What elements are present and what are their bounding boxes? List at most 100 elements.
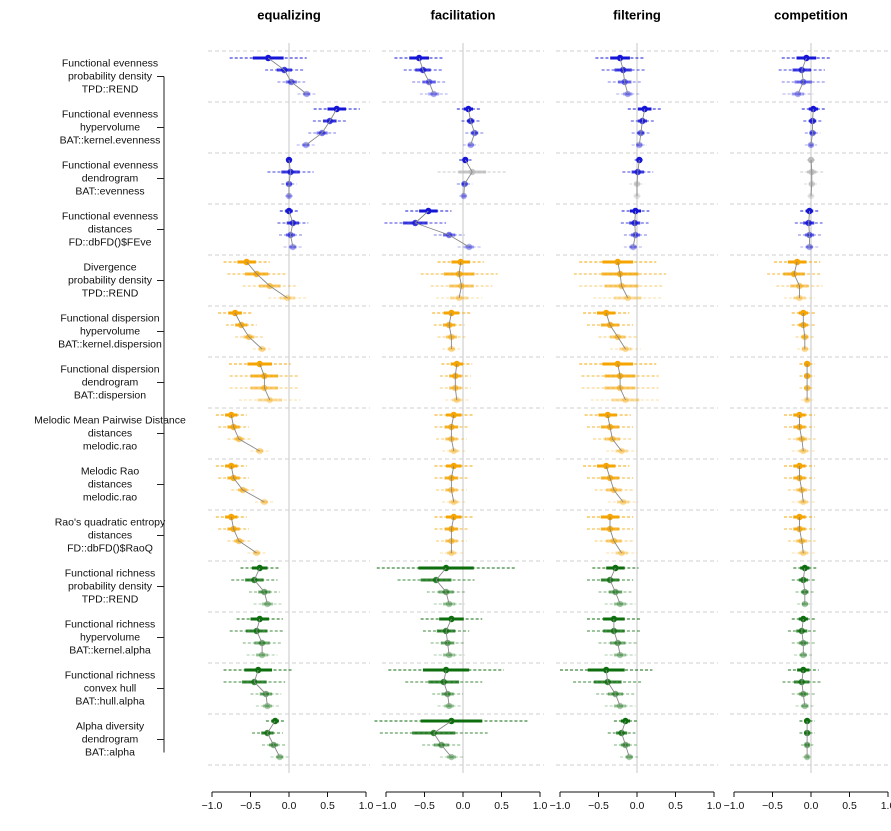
trend-line bbox=[450, 516, 455, 553]
metric-label-line: dendrogram bbox=[82, 376, 139, 388]
panel-title-filtering: filtering bbox=[613, 8, 661, 23]
trend-line bbox=[605, 465, 624, 503]
metric-label-line: Functional richness bbox=[65, 669, 155, 681]
data-point bbox=[271, 717, 279, 725]
x-tick-label: 1.0 bbox=[533, 800, 548, 812]
metric-label-line: Functional richness bbox=[65, 618, 155, 630]
trend-line bbox=[605, 312, 626, 350]
x-tick-label: −1.0 bbox=[550, 800, 571, 812]
data-point bbox=[264, 702, 271, 710]
x-tick-label: −0.5 bbox=[588, 800, 609, 812]
trend-line bbox=[253, 669, 268, 707]
trend-line bbox=[607, 414, 622, 452]
metric-label-line: Melodic Rao bbox=[81, 465, 140, 477]
trend-line bbox=[638, 108, 646, 146]
panel-filtering: −1.0−0.50.00.51.0scaled metric change bbox=[550, 43, 721, 812]
panel-title-facilitation: facilitation bbox=[430, 8, 495, 23]
trend-line bbox=[445, 618, 452, 656]
data-point bbox=[430, 90, 437, 98]
trend-line bbox=[435, 567, 450, 605]
trend-line bbox=[454, 363, 458, 401]
metric-label-line: FD::dbFD()$FEve bbox=[69, 236, 152, 248]
trend-line bbox=[458, 261, 462, 299]
metric-label-line: melodic.rao bbox=[83, 440, 137, 452]
data-point bbox=[810, 105, 817, 113]
trend-line bbox=[799, 517, 804, 554]
trend-line bbox=[259, 363, 271, 401]
trend-line bbox=[632, 210, 636, 248]
metric-label-line: BAT::hull.alpha bbox=[75, 695, 144, 707]
data-point bbox=[264, 600, 271, 608]
trend-line bbox=[793, 261, 800, 298]
metric-label-line: FD::dbFD()$RaoQ bbox=[67, 542, 153, 554]
x-tick-label: −1.0 bbox=[376, 800, 397, 812]
data-point bbox=[228, 411, 235, 419]
data-point bbox=[616, 54, 624, 62]
data-point bbox=[801, 564, 809, 572]
data-point bbox=[256, 447, 263, 455]
trend-line bbox=[619, 57, 629, 95]
metric-label-line: distances bbox=[88, 223, 132, 235]
data-point bbox=[445, 702, 453, 710]
x-tick-label: 0.0 bbox=[282, 800, 297, 812]
trend-line bbox=[305, 108, 338, 146]
data-point bbox=[801, 702, 809, 710]
metric-label-line: Functional dispersion bbox=[60, 363, 159, 375]
x-tick-label: 0.0 bbox=[630, 800, 645, 812]
metric-label-line: BAT::dispersion bbox=[74, 389, 146, 401]
x-tick-label: 0.5 bbox=[320, 800, 335, 812]
metric-label-line: TPD::REND bbox=[82, 287, 139, 299]
trend-line bbox=[810, 108, 814, 146]
metric-label-line: BAT::kernel.alpha bbox=[69, 644, 151, 656]
trend-line bbox=[463, 159, 473, 197]
trend-line bbox=[605, 669, 621, 707]
trend-line bbox=[797, 57, 807, 95]
x-tick-label: 0.5 bbox=[494, 800, 509, 812]
x-tick-label: 0.5 bbox=[842, 800, 857, 812]
metric-label-line: Melodic Mean Pairwise Distance bbox=[34, 414, 186, 426]
trend-line bbox=[433, 720, 452, 758]
metric-label-line: hypervolume bbox=[80, 631, 140, 643]
data-point bbox=[453, 396, 461, 404]
metric-label-line: Functional evenness bbox=[62, 159, 158, 171]
metric-label-line: BAT::kernel.evenness bbox=[60, 134, 161, 146]
trend-line bbox=[609, 567, 621, 605]
metric-label-line: Functional evenness bbox=[62, 210, 158, 222]
trend-line bbox=[621, 720, 630, 758]
metric-label-line: distances bbox=[88, 478, 132, 490]
trend-line bbox=[253, 567, 268, 605]
metric-label-line: distances bbox=[88, 529, 132, 541]
metric-label-line: convex hull bbox=[84, 682, 137, 694]
trend-line bbox=[799, 466, 804, 503]
metric-label-line: BAT::alpha bbox=[85, 746, 135, 758]
trend-line bbox=[288, 210, 294, 248]
trend-line bbox=[617, 261, 629, 299]
metric-label-line: dendrogram bbox=[82, 172, 139, 184]
data-point bbox=[448, 309, 455, 317]
trend-line bbox=[230, 414, 260, 452]
metric-label-line: TPD::REND bbox=[82, 83, 139, 95]
metric-label-line: dendrogram bbox=[82, 733, 139, 745]
metric-label-line: Divergence bbox=[83, 261, 136, 273]
trend-line bbox=[230, 465, 265, 503]
data-point bbox=[793, 258, 801, 266]
trend-line bbox=[808, 210, 810, 247]
x-tick-label: 0.5 bbox=[668, 800, 683, 812]
trend-line bbox=[636, 159, 640, 196]
metric-label-line: probability density bbox=[68, 580, 153, 592]
data-point bbox=[256, 564, 263, 572]
data-point bbox=[614, 258, 621, 266]
x-tick-label: 1.0 bbox=[881, 800, 891, 812]
data-point bbox=[445, 651, 453, 659]
trend-line bbox=[234, 312, 263, 350]
trend-line bbox=[267, 57, 307, 95]
x-tick-label: −0.5 bbox=[762, 800, 783, 812]
trend-line bbox=[450, 414, 455, 452]
x-tick-label: −0.5 bbox=[414, 800, 435, 812]
metric-label-line: Functional evenness bbox=[62, 57, 158, 69]
trend-line bbox=[613, 619, 621, 656]
trend-line bbox=[246, 261, 288, 299]
metric-label-line: BAT::evenness bbox=[75, 185, 144, 197]
trend-line bbox=[288, 159, 291, 196]
trend-line bbox=[801, 618, 804, 655]
